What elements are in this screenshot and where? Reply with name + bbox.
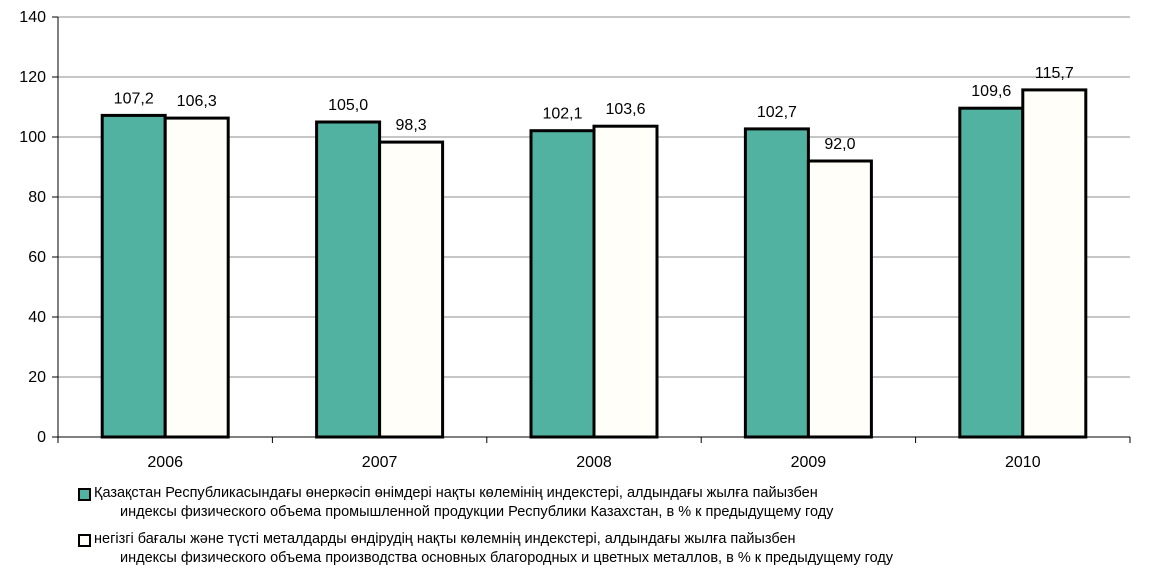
data-labels: 107,2 106,3 105,0 98,3 102,1 103,6 102,7 92,0 10… [114,65,1074,153]
bar-series-2 [592,124,659,439]
x-tick-label: 2006 [147,454,183,471]
y-tick-label: 140 [19,9,46,26]
data-label: 107,2 [114,90,154,107]
data-label: 98,3 [396,117,427,134]
legend-swatch-series-1 [78,488,91,501]
bar-series-1 [529,129,596,439]
y-tick-label: 0 [37,429,46,446]
legend-label-series-1-ru: индексы физического объема промышленной … [120,504,834,520]
bar-series-2 [1021,88,1088,439]
y-tick-label: 100 [19,129,46,146]
x-tick-label: 2010 [1005,454,1041,471]
bar-series-1 [743,127,810,439]
y-tick-label: 80 [28,189,46,206]
y-tick-label: 20 [28,369,46,386]
y-tick-label: 40 [28,309,46,326]
data-label: 103,6 [605,101,645,118]
data-label: 102,7 [757,104,797,121]
legend-label-series-2-ru: индексы физического объема производства … [120,550,894,566]
data-label: 102,1 [542,106,582,123]
x-tick-label: 2007 [362,454,398,471]
legend-label-series-2-kk: негізгі бағалы және түсті металдарды өнд… [94,531,796,547]
legend: Қазақстан Республикасындағы өнеркәсіп өн… [78,484,893,576]
bar-series-2 [378,140,445,439]
legend-label-series-1-kk: Қазақстан Республикасындағы өнеркәсіп өн… [94,485,818,501]
bars [100,88,1088,439]
bar-series-1 [315,120,382,439]
y-tick-label: 60 [28,249,46,266]
bar-series-1 [958,106,1025,439]
legend-item-series-1: Қазақстан Республикасындағы өнеркәсіп өн… [78,484,893,522]
x-axis: 2006 2007 2008 2009 2010 [57,436,1131,471]
data-label: 106,3 [177,93,217,110]
bar-series-2 [163,116,230,439]
data-label: 115,7 [1035,65,1074,82]
bar-series-2 [806,159,873,439]
legend-item-series-2: негізгі бағалы және түсті металдарды өнд… [78,530,893,568]
data-label: 105,0 [328,97,368,114]
bar-series-1 [100,113,167,439]
data-label: 92,0 [824,136,855,153]
legend-swatch-series-2 [78,534,91,547]
x-tick-label: 2009 [791,454,827,471]
y-axis: 0 20 40 60 80 100 120 140 [19,9,59,446]
y-tick-label: 120 [19,69,46,86]
x-tick-label: 2008 [576,454,612,471]
data-label: 109,6 [971,83,1011,100]
